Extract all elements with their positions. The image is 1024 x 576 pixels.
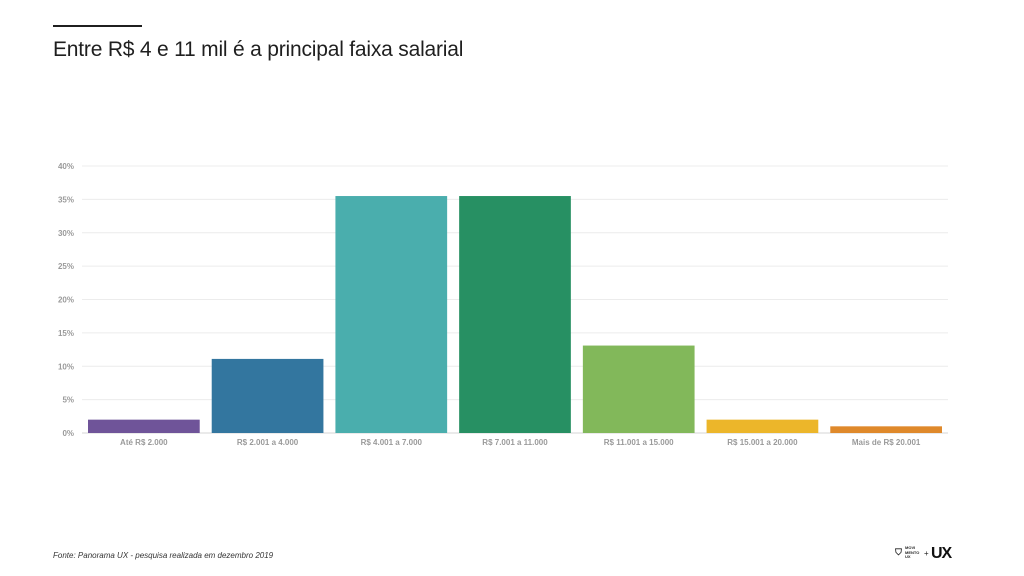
x-category-label: R$ 2.001 a 4.000 <box>237 438 299 447</box>
title-rule <box>53 25 142 27</box>
logo-line-2: MENTO <box>905 549 920 555</box>
y-tick-label: 5% <box>62 396 74 405</box>
logo-wordmark: MOVI MENTO UX <box>905 545 920 560</box>
y-tick-label: 10% <box>58 362 74 371</box>
logo-ux-brand: UX <box>931 545 952 562</box>
bar <box>706 419 819 433</box>
page-title: Entre R$ 4 e 11 mil é a principal faixa … <box>53 38 464 61</box>
bar <box>88 419 200 433</box>
x-category-label: Até R$ 2.000 <box>120 438 168 447</box>
y-tick-label: 25% <box>58 262 74 271</box>
y-tick-label: 35% <box>58 195 74 204</box>
x-category-label: Mais de R$ 20.001 <box>852 438 921 447</box>
bar <box>459 196 571 433</box>
y-tick-label: 15% <box>58 329 74 338</box>
y-tick-label: 30% <box>58 229 74 238</box>
y-tick-label: 0% <box>62 429 74 438</box>
bar <box>582 345 695 433</box>
y-tick-label: 20% <box>58 296 74 305</box>
x-category-label: R$ 11.001 a 15.000 <box>604 438 674 447</box>
brand-logo: ⛉ MOVI MENTO UX + UX <box>894 544 958 566</box>
logo-plus: + <box>924 549 929 558</box>
bar <box>830 426 942 433</box>
bar <box>211 358 324 433</box>
x-category-label: R$ 15.001 a 20.000 <box>727 438 798 447</box>
source-note: Fonte: Panorama UX - pesquisa realizada … <box>53 551 274 560</box>
bar <box>335 196 448 433</box>
x-category-label: R$ 7.001 a 11.000 <box>482 438 548 447</box>
x-category-label: R$ 4.001 a 7.000 <box>361 438 423 447</box>
logo-line-1: MOVI <box>905 545 916 550</box>
movimento-ux-logo-icon: ⛉ <box>895 547 902 557</box>
logo-line-3: UX <box>905 554 911 559</box>
y-tick-label: 40% <box>58 162 74 171</box>
